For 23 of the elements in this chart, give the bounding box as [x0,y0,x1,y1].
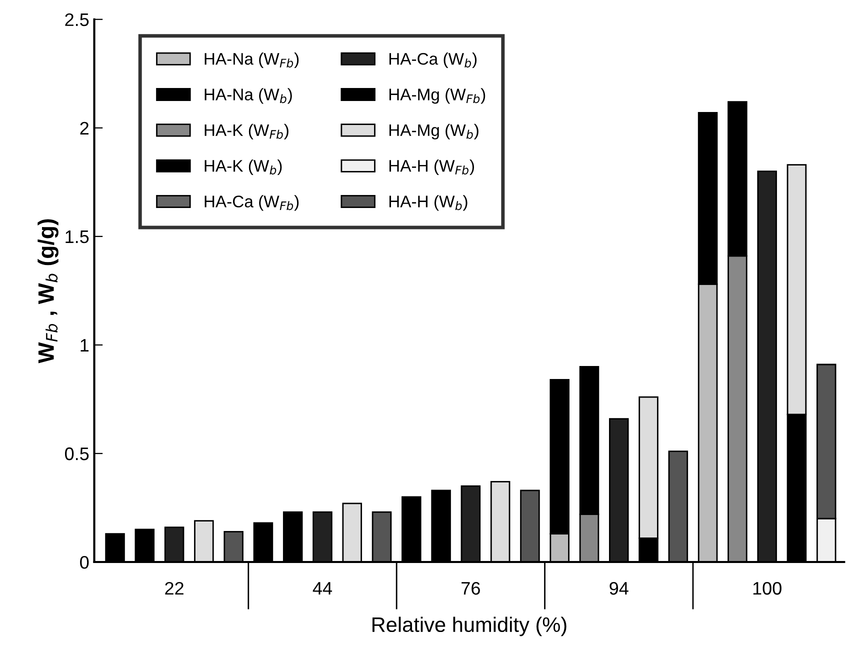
x-tick-label: 94 [610,582,628,595]
legend-label: HA-Mg (W$_{b}$) [389,124,478,140]
y-tick-label: 0 [80,556,89,569]
legend-label: HA-H (W$_{b}$) [389,195,468,211]
legend-label: HA-K (W$_{b}$) [204,160,282,176]
legend-label: HA-Ca (W$_{b}$) [389,52,477,68]
legend-label: HA-Na (W$_{b}$) [204,88,292,104]
legend-label: HA-Mg (W$_{Fb}$) [389,88,486,104]
y-tick-label: 2 [80,122,89,134]
y-axis-title: W$_{Fb}$ , W$_{b}$ (g/g) [38,219,58,364]
y-tick-label: 2.5 [65,13,89,26]
legend-label: HA-H (W$_{Fb}$) [389,160,474,176]
y-tick-label: 1 [80,339,89,352]
y-tick-label: 1.5 [66,230,89,244]
legend-label: HA-Ca (W$_{Fb}$) [204,195,299,211]
y-tick-label: 0.5 [65,447,89,460]
legend-label: HA-Na (W$_{Fb}$) [204,52,299,68]
x-tick-label: 22 [165,582,184,595]
x-axis-title: Relative humidity (%) [372,616,566,636]
x-tick-label: 76 [462,582,480,595]
legend-label: HA-K (W$_{Fb}$) [204,124,288,140]
x-tick-label: 100 [753,582,782,595]
x-tick-label: 44 [312,582,332,595]
